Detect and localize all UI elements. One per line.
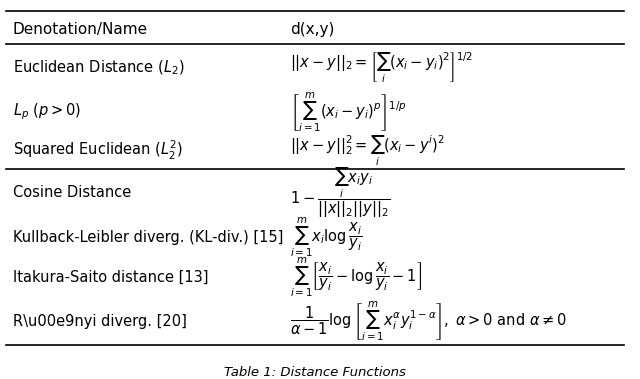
Text: Kullback-Leibler diverg. (KL-div.) [15]: Kullback-Leibler diverg. (KL-div.) [15] <box>13 230 283 244</box>
Text: $\sum_{i=1}^{m} \left[\dfrac{x_i}{y_i} - \log \dfrac{x_i}{y_i} - 1\right]$: $\sum_{i=1}^{m} \left[\dfrac{x_i}{y_i} -… <box>290 256 422 299</box>
Text: $||x - y||_2 = \left[\sum_i (x_i - y_i)^2\right]^{1/2}$: $||x - y||_2 = \left[\sum_i (x_i - y_i)^… <box>290 51 473 85</box>
Text: Denotation/Name: Denotation/Name <box>13 22 148 37</box>
Text: Table 1: Distance Functions: Table 1: Distance Functions <box>225 366 406 379</box>
Text: R\u00e9nyi diverg. [20]: R\u00e9nyi diverg. [20] <box>13 314 186 329</box>
Text: $||x - y||_2^2 = \sum_i (x_i - y^i)^2$: $||x - y||_2^2 = \sum_i (x_i - y^i)^2$ <box>290 133 445 168</box>
Text: $L_p$ $(p > 0)$: $L_p$ $(p > 0)$ <box>13 102 81 122</box>
Text: $\left[\sum_{i=1}^{m} (x_i - y_i)^p\right]^{1/p}$: $\left[\sum_{i=1}^{m} (x_i - y_i)^p\righ… <box>290 91 407 134</box>
Text: Itakura-Saito distance [13]: Itakura-Saito distance [13] <box>13 270 208 285</box>
Text: Euclidean Distance ($L_2$): Euclidean Distance ($L_2$) <box>13 59 184 77</box>
Text: d(x,y): d(x,y) <box>290 22 335 37</box>
Text: $1 - \dfrac{\sum_i x_i y_i}{||x||_2 ||y||_2}$: $1 - \dfrac{\sum_i x_i y_i}{||x||_2 ||y|… <box>290 166 390 220</box>
Text: $\dfrac{1}{\alpha-1} \log \left[\sum_{i=1}^{m} x_i^\alpha y_i^{1-\alpha}\right],: $\dfrac{1}{\alpha-1} \log \left[\sum_{i=… <box>290 300 567 343</box>
Text: Cosine Distance: Cosine Distance <box>13 185 131 200</box>
Text: $\sum_{i=1}^{m} x_i \log \dfrac{x_i}{y_i}$: $\sum_{i=1}^{m} x_i \log \dfrac{x_i}{y_i… <box>290 215 363 258</box>
Text: Squared Euclidean ($L_2^2$): Squared Euclidean ($L_2^2$) <box>13 139 182 162</box>
